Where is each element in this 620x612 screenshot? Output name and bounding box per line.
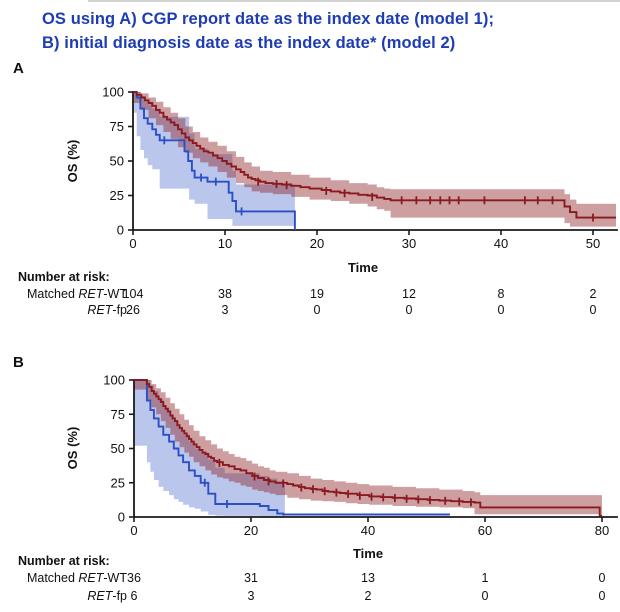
- risk-value: 26: [126, 303, 140, 317]
- risk-value: 8: [498, 287, 505, 301]
- risk-value: 0: [590, 303, 597, 317]
- x-tick-label: 50: [586, 236, 600, 251]
- risk-row-label: RET-fp: [87, 589, 127, 603]
- risk-value: 0: [599, 571, 606, 585]
- risk-value: 13: [361, 571, 375, 585]
- risk-value: 1: [482, 571, 489, 585]
- y-axis-title: OS (%): [65, 427, 80, 470]
- y-tick-label: 50: [111, 441, 125, 456]
- risk-value: 0: [314, 303, 321, 317]
- risk-value: 12: [402, 287, 416, 301]
- risk-row-label: Matched RET-WT: [27, 287, 127, 301]
- screenshot-edge-artifact: [88, 0, 620, 2]
- figure-title-line1: OS using A) CGP report date as the index…: [42, 10, 495, 28]
- ci-band: [133, 92, 616, 227]
- y-tick-label: 0: [117, 223, 124, 238]
- x-tick-label: 0: [130, 523, 137, 538]
- x-axis-title: Time: [348, 260, 378, 275]
- x-tick-label: 10: [218, 236, 232, 251]
- risk-value: 0: [599, 589, 606, 603]
- risk-value: 0: [498, 303, 505, 317]
- x-tick-label: 60: [478, 523, 492, 538]
- x-tick-label: 80: [595, 523, 609, 538]
- x-tick-label: 30: [402, 236, 416, 251]
- risk-table-header: Number at risk:: [18, 554, 110, 568]
- x-tick-label: 0: [129, 236, 136, 251]
- risk-value: 2: [365, 589, 372, 603]
- risk-value: 19: [310, 287, 324, 301]
- y-tick-label: 75: [110, 119, 124, 134]
- km-curve: [134, 379, 602, 517]
- risk-row-label: Matched RET-WT: [27, 571, 127, 585]
- risk-table-header: Number at risk:: [18, 270, 110, 284]
- y-tick-label: 100: [102, 85, 124, 100]
- x-tick-label: 40: [361, 523, 375, 538]
- km-curve: [134, 379, 450, 516]
- risk-value: 6: [131, 589, 138, 603]
- y-axis-title: OS (%): [65, 140, 80, 183]
- ci-band: [134, 380, 602, 515]
- x-tick-label: 40: [494, 236, 508, 251]
- panel-label: A: [13, 60, 24, 77]
- risk-value: 3: [222, 303, 229, 317]
- risk-value: 36: [127, 571, 141, 585]
- y-tick-label: 100: [103, 373, 125, 388]
- risk-value: 31: [244, 571, 258, 585]
- risk-value: 2: [590, 287, 597, 301]
- figure-title-line2: B) initial diagnosis date as the index d…: [42, 34, 456, 52]
- ci-band: [134, 380, 285, 517]
- x-tick-label: 20: [244, 523, 258, 538]
- risk-value: 38: [218, 287, 232, 301]
- figure-title: OS using A) CGP report date as the index…: [42, 7, 494, 55]
- y-tick-label: 75: [111, 407, 125, 422]
- y-tick-label: 50: [110, 154, 124, 169]
- risk-row-label: RET-fp: [87, 303, 127, 317]
- x-axis-title: Time: [353, 546, 383, 561]
- risk-value: 3: [248, 589, 255, 603]
- panel-label: B: [13, 354, 24, 371]
- km-curve: [133, 91, 616, 219]
- y-tick-label: 25: [110, 188, 124, 203]
- y-tick-label: 25: [111, 475, 125, 490]
- risk-value: 0: [482, 589, 489, 603]
- risk-value: 0: [406, 303, 413, 317]
- risk-value: 104: [123, 287, 144, 301]
- y-tick-label: 0: [118, 510, 125, 525]
- km-curve: [133, 91, 296, 230]
- x-tick-label: 20: [310, 236, 324, 251]
